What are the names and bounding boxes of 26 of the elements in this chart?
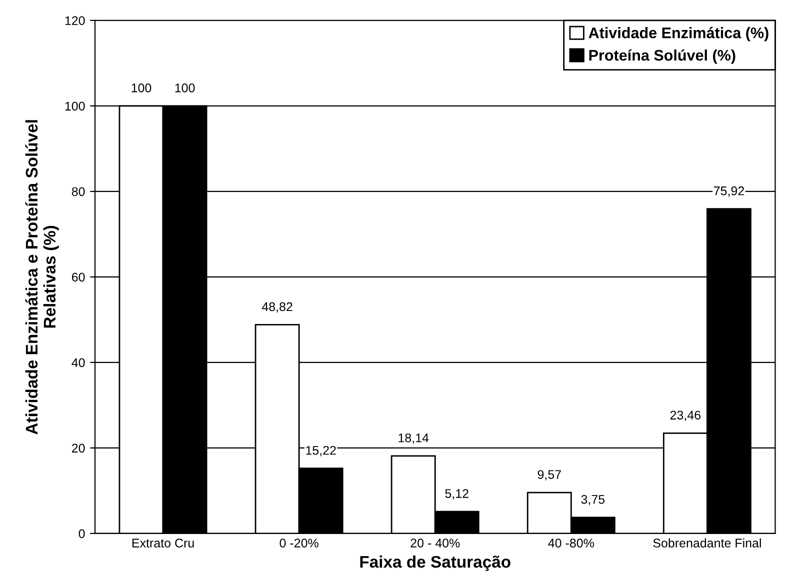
data-label: 48,82: [262, 302, 292, 313]
data-label: 3,75: [581, 494, 605, 506]
data-label: 9,57: [538, 470, 561, 480]
data-label: 15,22: [306, 446, 336, 456]
x-tick-label: Sobrenadante Final: [653, 538, 761, 548]
y-axis-title: Atividade Enzimática e Proteína Solúvel Relativas (%): [25, 120, 59, 434]
x-axis-title: Faixa de Saturação: [360, 556, 510, 572]
y-tick-label: 0: [78, 529, 85, 538]
x-tick-label: 20 - 40%: [410, 538, 460, 548]
data-label: 23,46: [670, 410, 701, 422]
y-tick-label: 40: [72, 358, 85, 368]
legend-label: Proteína Solúvel (%): [589, 49, 736, 64]
data-label: 75,92: [714, 186, 744, 197]
y-tick-label: 120: [65, 16, 85, 26]
y-tick-label: 60: [72, 272, 85, 282]
legend-label: Atividade Enzimática (%): [588, 26, 768, 42]
y-tick-label: 100: [65, 102, 85, 111]
x-tick-label: 40 -80%: [548, 538, 594, 548]
data-label: 100: [175, 83, 195, 92]
x-tick-label: 0 -20%: [280, 538, 318, 548]
y-tick-label: 20: [72, 444, 85, 453]
data-label: 18,14: [398, 433, 429, 444]
data-label: 100: [132, 83, 152, 92]
y-tick-label: 80: [72, 187, 85, 196]
x-tick-label: Extrato Cru: [132, 538, 194, 548]
data-label: 5,12: [445, 489, 468, 500]
